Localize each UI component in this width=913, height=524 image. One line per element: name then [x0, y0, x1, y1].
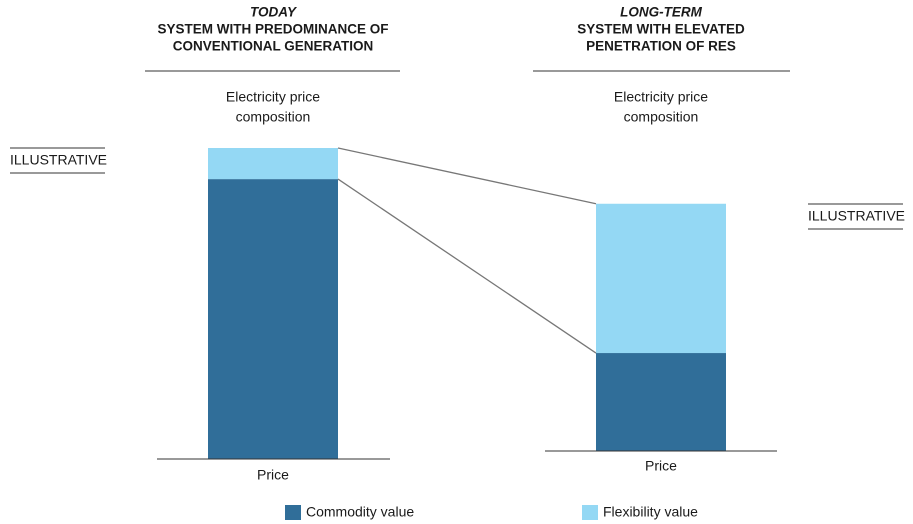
x-tick-label: Price	[645, 458, 677, 474]
legend-label: Flexibility value	[603, 504, 698, 520]
axis-label: Electricity price	[614, 89, 708, 105]
panel-subtitle: CONVENTIONAL GENERATION	[173, 39, 374, 54]
annotation: ILLUSTRATIVE	[808, 208, 905, 224]
legend-swatch	[582, 505, 598, 520]
axis-label: composition	[236, 109, 311, 125]
bar-segment	[596, 353, 726, 451]
panel-title: TODAY	[250, 5, 298, 20]
legend-swatch	[285, 505, 301, 520]
legend-label: Commodity value	[306, 504, 414, 520]
panel-title: LONG-TERM	[620, 5, 702, 20]
bar-segment	[596, 203, 726, 354]
axis-label: Electricity price	[226, 89, 320, 105]
bar-segment	[208, 179, 338, 459]
panel-subtitle: SYSTEM WITH ELEVATED	[577, 22, 745, 37]
panel-subtitle: SYSTEM WITH PREDOMINANCE OF	[157, 22, 388, 37]
panel-subtitle: PENETRATION OF RES	[586, 39, 736, 54]
connector	[337, 147, 597, 205]
x-tick-label: Price	[257, 467, 289, 483]
axis-label: composition	[624, 109, 699, 125]
annotation: ILLUSTRATIVE	[10, 152, 107, 168]
bar-segment	[208, 148, 338, 180]
connector	[337, 178, 597, 354]
